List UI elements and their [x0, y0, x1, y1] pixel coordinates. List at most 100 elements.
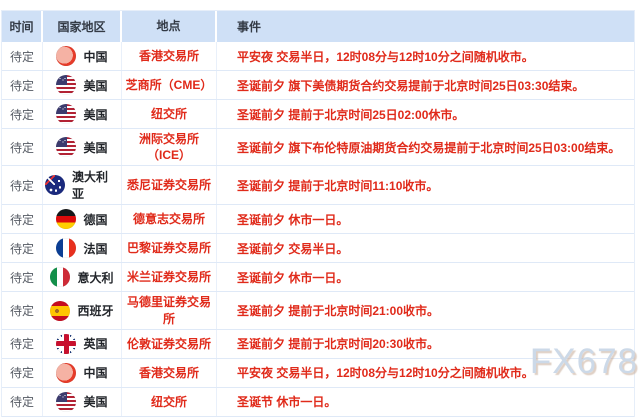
flag-icon-it: [50, 267, 71, 288]
country-name: 西班牙: [77, 304, 114, 319]
event-cell: 平安夜 交易半日，12时08分与12时10分之间随机收市。: [217, 42, 634, 70]
event-text: 圣诞前夕 旗下布伦特原油期货合约交易提前于北京时间25日03:00结束。: [237, 140, 621, 155]
time-cell: 待定: [2, 100, 43, 128]
event-text: 圣诞前夕 旗下美债期货合约交易提前于北京时间25日03:30结束。: [237, 78, 585, 93]
event-text: 平安夜 交易半日，12时08分与12时10分之间随机收市。: [237, 49, 534, 64]
header-cell-location: 地点: [122, 11, 217, 42]
country-name: 美国: [83, 107, 108, 122]
location-cell: 马德里证券交易所: [122, 292, 217, 329]
event-text: 圣诞前夕 交易半日。: [237, 241, 349, 256]
time-value: 待定: [9, 178, 34, 193]
flag-icon-cn: [56, 362, 77, 383]
table-row: 待定 法国 巴黎证券交易所 圣诞前夕 交易半日。: [2, 234, 634, 264]
table-row: 待定 德国 德意志交易所 圣诞前夕 休市一日。: [2, 205, 634, 235]
country-cell: 中国: [43, 42, 122, 70]
country-name: 意大利: [77, 270, 114, 285]
country-cell: 美国: [43, 100, 122, 128]
event-cell: 圣诞前夕 提前于北京时间25日02:00休市。: [217, 100, 634, 128]
header-cell-country: 国家地区: [43, 11, 122, 42]
country-cell: 澳大利亚: [43, 166, 122, 205]
country-name: 法国: [83, 241, 108, 256]
flag-icon-us: [56, 75, 77, 95]
table-header: 时间 国家地区 地点 事件: [2, 11, 634, 42]
event-text: 圣诞前夕 提前于北京时间25日02:00休市。: [237, 107, 465, 122]
location-name: 米兰证券交易所: [126, 270, 211, 285]
event-cell: 圣诞前夕 交易半日。: [217, 234, 634, 262]
country-cell: 西班牙: [43, 292, 122, 329]
location-cell: 芝商所（CME）: [122, 71, 217, 99]
event-text: 圣诞前夕 提前于北京时间20:30收市。: [237, 337, 440, 352]
time-value: 待定: [9, 366, 34, 381]
country-cell: 意大利: [43, 263, 122, 292]
time-cell: 待定: [2, 292, 43, 329]
time-value: 待定: [9, 212, 34, 227]
event-text: 圣诞前夕 提前于北京时间21:00收市。: [237, 304, 440, 319]
time-cell: 待定: [2, 387, 43, 416]
country-cell: 英国: [43, 329, 122, 358]
time-value: 待定: [9, 140, 34, 155]
time-value: 待定: [9, 395, 34, 410]
country-cell: 法国: [43, 234, 122, 263]
location-name: 香港交易所: [138, 365, 199, 380]
country-cell: 德国: [43, 205, 122, 234]
flag-icon-es: [50, 300, 71, 321]
flag-icon-us: [56, 104, 77, 124]
location-name: 德意志交易所: [132, 212, 205, 227]
location-name: 香港交易所: [138, 48, 199, 63]
country-cell: 美国: [43, 129, 122, 166]
location-name: 纽交所: [150, 394, 187, 409]
header-cell-time: 时间: [2, 11, 43, 42]
table-row: 待定 中国 香港交易所 平安夜 交易半日，12时08分与12时10分之间随机收市…: [2, 42, 634, 71]
header-cell-event: 事件: [237, 20, 262, 34]
time-cell: 待定: [2, 129, 43, 166]
time-cell: 待定: [2, 166, 43, 205]
location-cell: 德意志交易所: [122, 205, 217, 234]
table-row: 待定 美国 纽交所 圣诞节 休市一日。: [2, 387, 634, 417]
event-cell: 圣诞前夕 休市一日。: [217, 263, 634, 291]
country-cell: 美国: [43, 387, 122, 416]
country-name: 中国: [83, 366, 108, 381]
country-name: 德国: [83, 212, 108, 227]
location-cell: 纽交所: [122, 100, 217, 128]
table-row: 待定 澳大利亚 悉尼证券交易所 圣诞前夕 提前于北京时间11:10收市。: [2, 166, 634, 206]
time-value: 待定: [9, 337, 34, 352]
flag-icon-gb: [56, 333, 77, 354]
country-cell: 中国: [43, 358, 122, 387]
country-name: 澳大利亚: [72, 170, 109, 202]
location-name: 伦敦证券交易所: [126, 336, 211, 351]
flag-icon-fr: [56, 238, 77, 259]
country-name: 中国: [83, 49, 108, 64]
time-value: 待定: [9, 107, 34, 122]
flag-icon-cn: [56, 46, 77, 66]
location-cell: 纽交所: [122, 387, 217, 416]
location-cell: 悉尼证券交易所: [122, 166, 217, 205]
time-cell: 待定: [2, 358, 43, 387]
table-row: 待定 美国 纽交所 圣诞前夕 提前于北京时间25日02:00休市。: [2, 100, 634, 129]
location-cell: 香港交易所: [122, 42, 217, 70]
flag-icon-de: [56, 209, 77, 230]
table-row: 待定 美国 芝商所（CME） 圣诞前夕 旗下美债期货合约交易提前于北京时间25日…: [2, 71, 634, 100]
table-row: 待定 中国 香港交易所 平安夜 交易半日，12时08分与12时10分之间随机收市…: [2, 358, 634, 388]
event-text: 圣诞前夕 休市一日。: [237, 212, 349, 227]
event-cell: 圣诞前夕 提前于北京时间11:10收市。: [217, 166, 634, 204]
event-cell: 圣诞前夕 旗下布伦特原油期货合约交易提前于北京时间25日03:00结束。: [217, 129, 634, 165]
time-cell: 待定: [2, 234, 43, 263]
time-cell: 待定: [2, 71, 43, 99]
time-cell: 待定: [2, 263, 43, 292]
country-cell: 美国: [43, 71, 122, 99]
location-cell: 伦敦证券交易所: [122, 329, 217, 358]
country-name: 美国: [83, 78, 108, 93]
location-name: 悉尼证券交易所: [126, 178, 211, 193]
flag-icon-au: [45, 175, 65, 196]
table-row: 待定 美国 洲际交易所（ICE） 圣诞前夕 旗下布伦特原油期货合约交易提前于北京…: [2, 129, 634, 167]
country-name: 美国: [83, 395, 108, 410]
location-cell: 米兰证券交易所: [122, 263, 217, 292]
table-row: 待定 英国 伦敦证券交易所 圣诞前夕 提前于北京时间20:30收市。: [2, 329, 634, 359]
country-name: 美国: [83, 140, 108, 155]
time-cell: 待定: [2, 205, 43, 234]
location-name: 洲际交易所（ICE）: [138, 132, 199, 163]
market-holiday-table: 时间 国家地区 地点 事件 待定 中国 香港交易所 平安夜 交易半日，12时08…: [1, 10, 635, 417]
event-text: 圣诞前夕 提前于北京时间11:10收市。: [237, 178, 439, 193]
table-row: 待定 西班牙 马德里证券交易所 圣诞前夕 提前于北京时间21:00收市。: [2, 292, 634, 330]
event-text: 圣诞节 休市一日。: [237, 395, 337, 410]
